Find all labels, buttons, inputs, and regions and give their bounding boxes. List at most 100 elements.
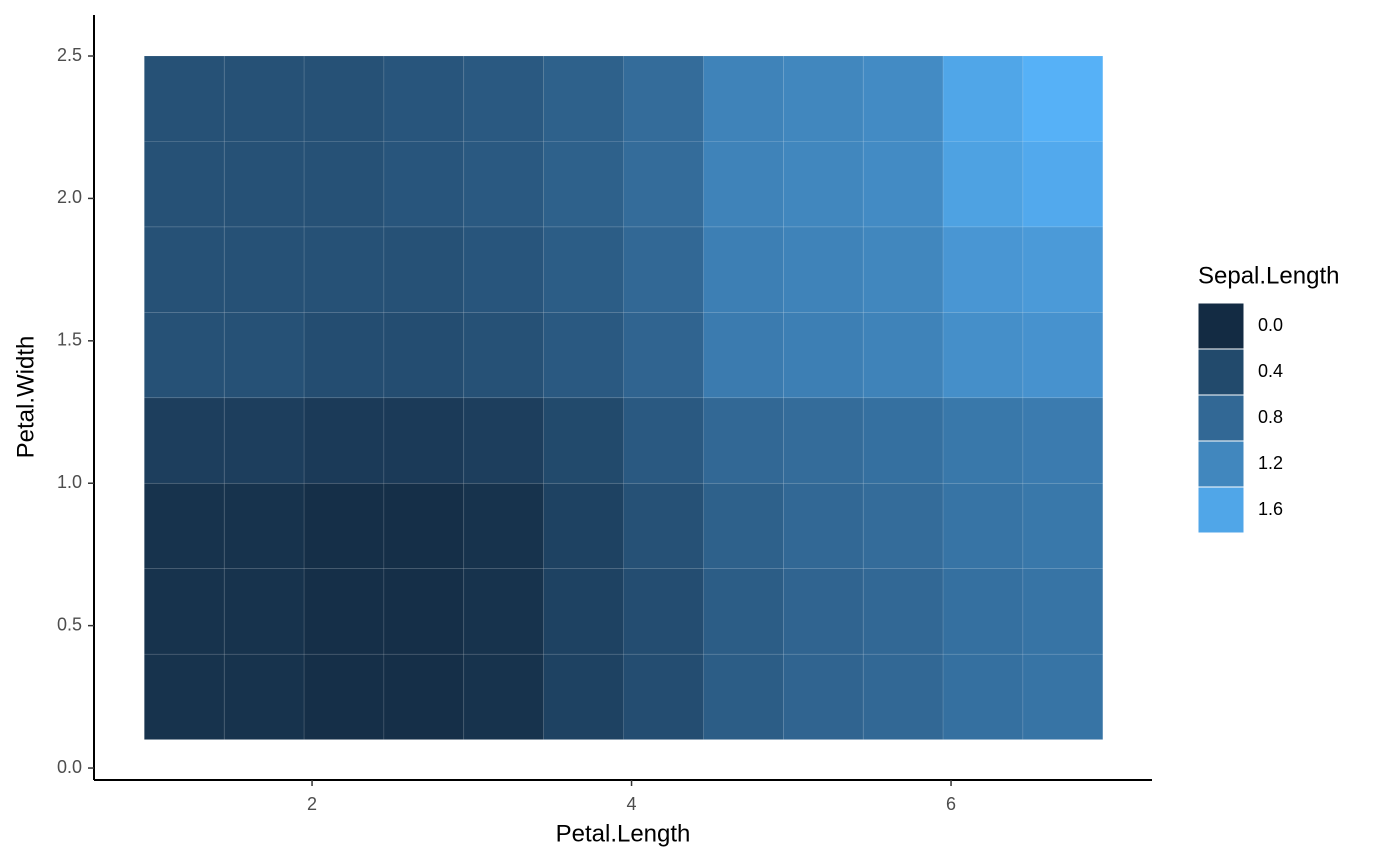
tile: [463, 397, 544, 484]
tile: [463, 226, 544, 313]
tile: [303, 397, 385, 484]
tile: [463, 312, 544, 399]
tile: [144, 141, 225, 228]
tile: [942, 226, 1024, 313]
legend-label: 0.0: [1258, 315, 1283, 335]
legend-key: [1197, 348, 1245, 396]
y-tick-label: 2.0: [57, 187, 82, 207]
tile: [703, 312, 784, 399]
y-tick-label: 2.5: [57, 45, 82, 65]
tile: [862, 226, 944, 313]
tile: [383, 653, 465, 740]
tile: [144, 653, 225, 740]
x-tick-label: 2: [307, 794, 317, 814]
tile: [383, 55, 465, 142]
tile: [703, 397, 784, 484]
legend-key: [1197, 440, 1245, 488]
tile: [303, 568, 385, 655]
tile: [703, 653, 784, 740]
tile: [942, 55, 1024, 142]
tile: [303, 141, 385, 228]
tile: [543, 226, 624, 313]
tile: [543, 568, 624, 655]
tile: [1022, 568, 1104, 655]
tile: [703, 141, 784, 228]
tile: [942, 312, 1024, 399]
y-tick-label: 0.5: [57, 614, 82, 634]
tile: [783, 482, 864, 569]
tile: [623, 568, 704, 655]
tile: [862, 653, 944, 740]
tile: [144, 397, 225, 484]
legend-key: [1197, 302, 1245, 350]
tile: [1022, 141, 1104, 228]
tile: [783, 312, 864, 399]
tile: [623, 653, 704, 740]
tile: [543, 653, 624, 740]
tile: [942, 568, 1024, 655]
tile: [223, 312, 305, 399]
y-tick-label: 1.5: [57, 330, 82, 350]
tile: [144, 312, 225, 399]
tile: [144, 55, 225, 142]
tile: [463, 141, 544, 228]
tile: [543, 312, 624, 399]
tile: [862, 312, 944, 399]
tile: [783, 141, 864, 228]
legend-key: [1197, 394, 1245, 442]
tile: [383, 141, 465, 228]
tile: [703, 482, 784, 569]
y-axis-label: Petal.Width: [12, 336, 39, 459]
tile: [543, 482, 624, 569]
tile: [543, 141, 624, 228]
tile: [1022, 482, 1104, 569]
tile: [383, 568, 465, 655]
tile: [303, 653, 385, 740]
legend-label: 0.8: [1258, 407, 1283, 427]
tile: [703, 568, 784, 655]
tile: [543, 397, 624, 484]
tile: [1022, 653, 1104, 740]
tile: [303, 226, 385, 313]
x-tick-label: 6: [946, 794, 956, 814]
tile: [223, 226, 305, 313]
tile: [1022, 226, 1104, 313]
tile: [862, 55, 944, 142]
tile: [383, 312, 465, 399]
tile: [623, 397, 704, 484]
tile: [703, 226, 784, 313]
tile: [783, 397, 864, 484]
tile: [223, 141, 305, 228]
tile: [862, 141, 944, 228]
tile: [463, 55, 544, 142]
x-axis-label: Petal.Length: [556, 820, 691, 847]
legend-label: 0.4: [1258, 361, 1283, 381]
tile: [783, 226, 864, 313]
tile: [942, 482, 1024, 569]
y-tick-label: 0.0: [57, 757, 82, 777]
tile: [144, 226, 225, 313]
tile: [862, 482, 944, 569]
tile: [623, 141, 704, 228]
tile: [623, 226, 704, 313]
legend-key: [1197, 486, 1245, 534]
tile: [543, 55, 624, 142]
tile: [862, 397, 944, 484]
tile: [463, 568, 544, 655]
tile: [223, 653, 305, 740]
tile: [463, 653, 544, 740]
tile: [942, 141, 1024, 228]
tile: [942, 397, 1024, 484]
tile: [942, 653, 1024, 740]
tile: [1022, 55, 1104, 142]
tile: [703, 55, 784, 142]
legend-label: 1.2: [1258, 453, 1283, 473]
tile: [303, 312, 385, 399]
legend-title: Sepal.Length: [1198, 262, 1339, 289]
tile: [1022, 312, 1104, 399]
tile: [862, 568, 944, 655]
tile: [144, 568, 225, 655]
tile: [303, 482, 385, 569]
tile: [1022, 397, 1104, 484]
